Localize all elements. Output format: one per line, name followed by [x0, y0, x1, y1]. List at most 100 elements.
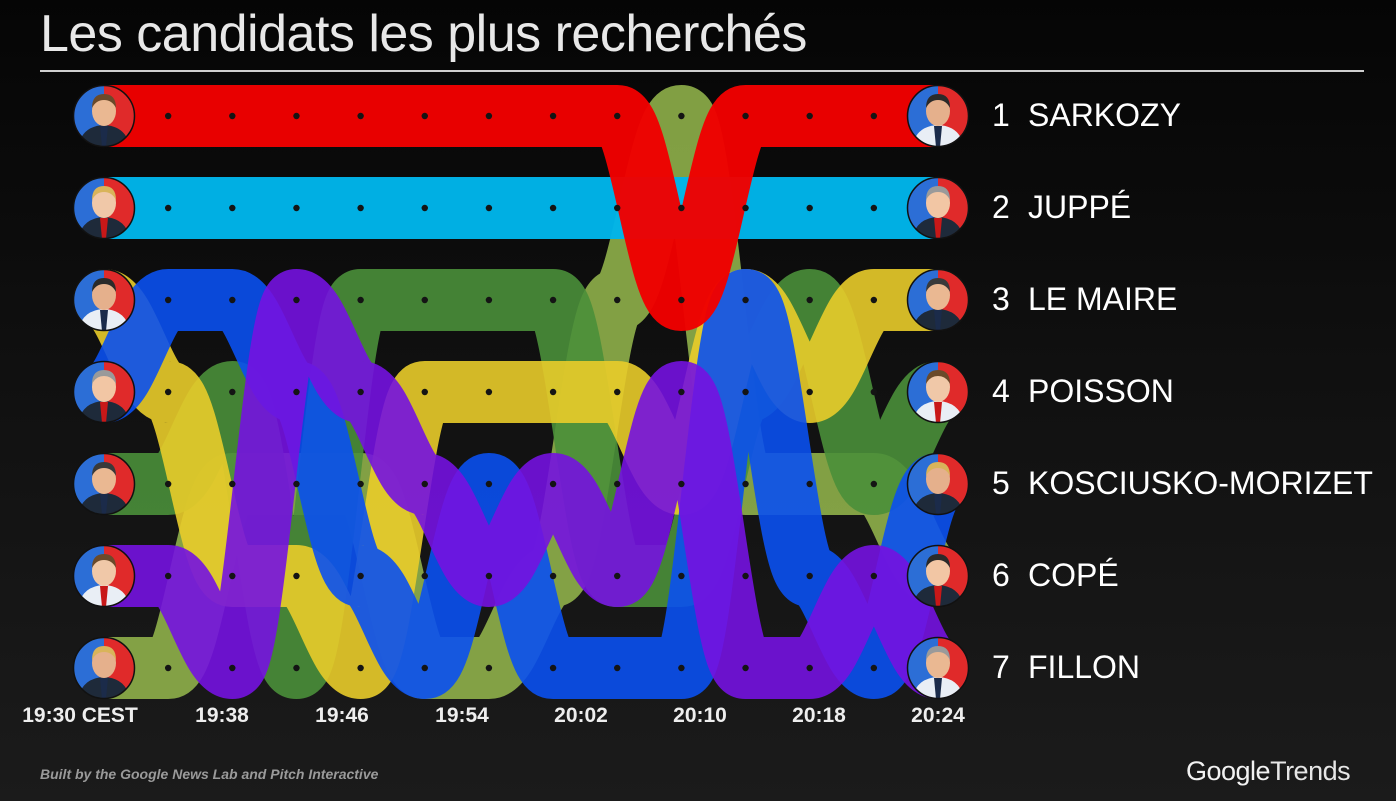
grid-dot — [806, 388, 813, 396]
candidate-name: KOSCIUSKO-MORIZET — [1028, 465, 1373, 501]
grid-dot — [357, 664, 364, 672]
rank-number: 4 — [992, 373, 1010, 409]
grid-dot — [614, 572, 621, 580]
candidate-avatar — [906, 176, 970, 240]
rank-number: 2 — [992, 189, 1010, 225]
grid-dot — [485, 664, 493, 672]
grid-dot — [870, 480, 878, 488]
candidate-avatar — [906, 636, 970, 700]
grid-dot — [293, 572, 300, 580]
grid-dot — [357, 204, 364, 212]
candidate-avatar — [72, 84, 136, 148]
grid-dot — [678, 664, 685, 672]
grid-dot — [164, 112, 172, 120]
grid-dot — [678, 388, 685, 396]
candidate-avatar — [72, 452, 136, 516]
grid-dot — [485, 572, 493, 580]
grid-dot — [229, 388, 236, 396]
candidate-name: COPÉ — [1028, 557, 1119, 593]
grid-dot — [806, 296, 813, 304]
grid-dot — [357, 572, 364, 580]
grid-dot — [229, 664, 236, 672]
grid-dot — [806, 480, 813, 488]
candidate-avatar — [906, 84, 970, 148]
grid-dot — [293, 480, 300, 488]
x-tick-label: 20:24 — [911, 704, 965, 727]
grid-dot — [614, 204, 621, 212]
grid-dot — [293, 112, 300, 120]
grid-dot — [421, 480, 428, 488]
grid-dot — [678, 296, 685, 304]
candidate-name: LE MAIRE — [1028, 281, 1178, 317]
rank-label: 5 KOSCIUSKO-MORIZET — [992, 465, 1373, 502]
grid-dot — [614, 296, 621, 304]
grid-dot — [549, 572, 557, 580]
grid-dot — [229, 204, 236, 212]
grid-dot — [357, 480, 364, 488]
rank-label: 2 JUPPÉ — [992, 189, 1131, 226]
grid-dot — [870, 112, 878, 120]
grid-dot — [421, 296, 428, 304]
x-tick-label: 19:46 — [315, 704, 369, 727]
grid-dot — [485, 296, 493, 304]
grid-dot — [614, 112, 621, 120]
rank-number: 3 — [992, 281, 1010, 317]
candidate-avatar — [72, 176, 136, 240]
grid-dot — [806, 664, 813, 672]
grid-dot — [293, 664, 300, 672]
grid-dot — [164, 204, 172, 212]
grid-dot — [229, 572, 236, 580]
grid-dot — [806, 112, 813, 120]
rank-number: 5 — [992, 465, 1010, 501]
grid-dot — [229, 112, 236, 120]
grid-dot — [742, 480, 749, 488]
grid-dot — [742, 664, 749, 672]
grid-dot — [421, 664, 428, 672]
grid-dot — [678, 480, 685, 488]
grid-dot — [485, 112, 493, 120]
candidate-avatar — [72, 268, 136, 332]
grid-dot — [870, 572, 878, 580]
google-trends-logo: GoogleTrends — [1186, 756, 1351, 787]
grid-dot — [549, 664, 557, 672]
chart-title: Les candidats les plus recherchés — [40, 5, 807, 63]
x-tick-label: 19:54 — [435, 704, 489, 727]
x-tick-label: 20:02 — [554, 704, 608, 727]
candidate-avatar — [906, 544, 970, 608]
grid-dot — [357, 112, 364, 120]
grid-dot — [485, 388, 493, 396]
grid-dot — [421, 112, 428, 120]
grid-dot — [549, 204, 557, 212]
candidate-name: JUPPÉ — [1028, 189, 1132, 225]
grid-dot — [293, 296, 300, 304]
rank-label: 1 SARKOZY — [992, 97, 1181, 134]
grid-dot — [164, 296, 172, 304]
x-tick-label: 19:30 CEST — [22, 704, 138, 727]
brand-google: Google — [1186, 756, 1271, 786]
grid-dot — [485, 204, 493, 212]
grid-dot — [870, 204, 878, 212]
grid-dot — [357, 296, 364, 304]
grid-dot — [229, 296, 236, 304]
rank-label: 4 POISSON — [992, 373, 1174, 410]
grid-dot — [806, 204, 813, 212]
grid-dot — [742, 296, 749, 304]
x-tick-label: 19:38 — [195, 704, 249, 727]
grid-dot — [164, 388, 172, 396]
grid-dot — [614, 388, 621, 396]
grid-dot — [485, 480, 493, 488]
candidate-name: FILLON — [1028, 649, 1141, 685]
rank-label: 3 LE MAIRE — [992, 281, 1177, 318]
rank-number: 1 — [992, 97, 1010, 133]
grid-dot — [742, 572, 749, 580]
candidate-name: POISSON — [1028, 373, 1174, 409]
grid-dot — [870, 664, 878, 672]
grid-dot — [293, 388, 300, 396]
title-divider — [40, 70, 1364, 72]
grid-dot — [293, 204, 300, 212]
rank-number: 7 — [992, 649, 1010, 685]
candidate-avatar — [906, 268, 970, 332]
x-tick-label: 20:10 — [673, 704, 727, 727]
grid-dot — [678, 204, 685, 212]
